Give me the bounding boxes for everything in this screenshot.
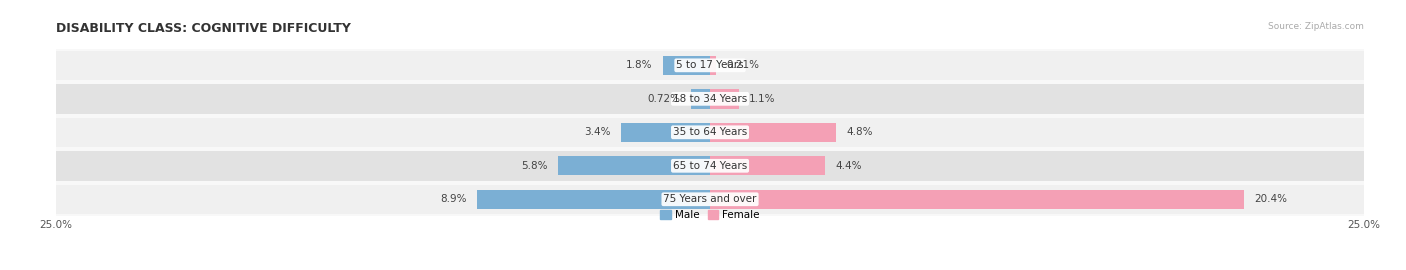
Bar [558, 156, 710, 176]
Text: 0.72%: 0.72% [648, 94, 681, 104]
Bar [710, 89, 738, 109]
Text: 20.4%: 20.4% [1254, 194, 1286, 204]
Bar [710, 156, 825, 176]
Bar [56, 183, 1364, 216]
Text: 3.4%: 3.4% [583, 127, 610, 137]
Bar [621, 123, 710, 142]
Bar [56, 117, 1364, 147]
Text: 5 to 17 Years: 5 to 17 Years [676, 60, 744, 70]
Bar [56, 82, 1364, 116]
Text: 18 to 34 Years: 18 to 34 Years [673, 94, 747, 104]
Bar [56, 84, 1364, 114]
Text: 1.1%: 1.1% [749, 94, 776, 104]
Legend: Male, Female: Male, Female [657, 206, 763, 224]
Text: Source: ZipAtlas.com: Source: ZipAtlas.com [1268, 22, 1364, 31]
Text: DISABILITY CLASS: COGNITIVE DIFFICULTY: DISABILITY CLASS: COGNITIVE DIFFICULTY [56, 22, 352, 35]
Text: 65 to 74 Years: 65 to 74 Years [673, 161, 747, 171]
Text: 35 to 64 Years: 35 to 64 Years [673, 127, 747, 137]
Bar [710, 123, 835, 142]
Bar [477, 190, 710, 209]
Text: 4.8%: 4.8% [846, 127, 873, 137]
Bar [56, 50, 1364, 80]
Bar [692, 89, 710, 109]
Bar [56, 184, 1364, 214]
Text: 8.9%: 8.9% [440, 194, 467, 204]
Bar [56, 149, 1364, 183]
Text: 4.4%: 4.4% [835, 161, 862, 171]
Bar [710, 190, 1243, 209]
Bar [710, 56, 716, 75]
Text: 75 Years and over: 75 Years and over [664, 194, 756, 204]
Text: 0.21%: 0.21% [725, 60, 759, 70]
Bar [56, 151, 1364, 181]
Text: 5.8%: 5.8% [522, 161, 548, 171]
Bar [664, 56, 710, 75]
Bar [56, 49, 1364, 82]
Bar [56, 116, 1364, 149]
Text: 1.8%: 1.8% [626, 60, 652, 70]
